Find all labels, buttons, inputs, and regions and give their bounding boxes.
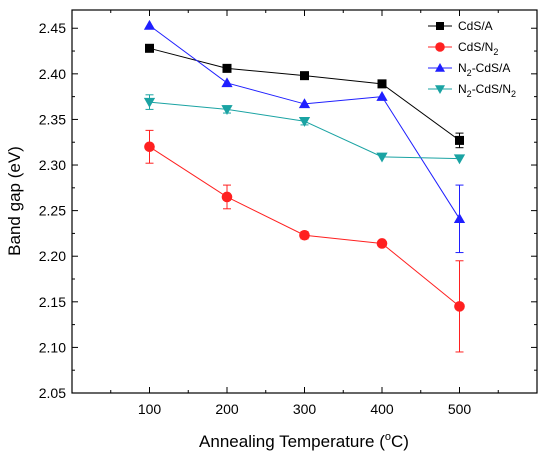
legend-label-part: -CdS/N	[472, 82, 511, 96]
x-tick-label: 100	[138, 401, 162, 417]
series-cds-n2	[144, 129, 465, 353]
series-n2-cds-a	[143, 19, 466, 254]
data-point	[376, 238, 388, 249]
legend-label-subscript: 2	[467, 89, 472, 99]
legend-marker	[435, 85, 445, 94]
series-cds-a	[145, 43, 464, 149]
data-point	[221, 191, 233, 203]
data-point	[298, 117, 311, 127]
data-point	[221, 77, 233, 88]
series-line	[149, 101, 460, 160]
legend-label-part: N	[458, 61, 467, 75]
data-point	[376, 91, 388, 101]
data-point	[299, 229, 310, 241]
data-point	[300, 71, 309, 81]
legend-item: N2-CdS/A	[428, 61, 510, 78]
data-point	[143, 97, 156, 108]
y-tick-label: 2.20	[39, 248, 66, 264]
legend-item: CdS/N2	[428, 40, 498, 57]
x-tick-label: 200	[215, 401, 239, 417]
data-point	[376, 152, 388, 163]
legend-marker	[435, 63, 445, 72]
legend-item: CdS/A	[428, 19, 493, 33]
y-axis: 2.05 2.10 2.15 2.20 2.25 2.30 2.35 2.40 2.45	[39, 20, 537, 401]
legend-label: CdS/N2	[458, 40, 498, 57]
data-point	[454, 301, 465, 312]
data-point	[453, 154, 466, 165]
x-axis-title-main: Annealing Temperature (	[199, 432, 385, 451]
legend-marker	[436, 22, 444, 30]
data-point	[455, 135, 464, 145]
y-tick-label: 2.15	[39, 294, 66, 310]
data-point	[143, 19, 156, 30]
legend-marker	[435, 42, 445, 52]
legend-label: CdS/A	[458, 19, 493, 33]
y-axis-title: Band gap (eV)	[5, 146, 24, 256]
data-point	[145, 43, 154, 53]
y-tick-label: 2.40	[39, 66, 66, 82]
y-tick-label: 2.45	[39, 20, 66, 36]
legend-label-subscript: 2	[511, 89, 516, 99]
y-tick-label: 2.25	[39, 203, 66, 219]
x-axis-title-degree: o	[385, 431, 391, 443]
data-point	[144, 141, 155, 153]
data-point	[377, 79, 387, 89]
legend-label-part: N	[458, 82, 467, 96]
series-n2-cds-n2	[143, 94, 466, 165]
legend-label-part: CdS/A	[458, 19, 493, 33]
data-point	[298, 98, 311, 109]
data-point	[222, 63, 232, 73]
legend-label-subscript: 2	[493, 47, 498, 57]
y-tick-label: 2.30	[39, 157, 66, 173]
x-axis-title: Annealing Temperature (oC)	[199, 431, 409, 451]
legend-label: N2-CdS/N2	[458, 82, 516, 99]
y-tick-label: 2.35	[39, 111, 66, 127]
x-tick-label: 300	[293, 401, 317, 417]
x-tick-label: 400	[370, 401, 394, 417]
data-point	[221, 105, 233, 116]
y-tick-label: 2.05	[39, 385, 66, 401]
legend-item: N2-CdS/N2	[428, 82, 516, 99]
y-tick-label: 2.10	[39, 339, 66, 355]
legend-label-part: CdS/N	[458, 40, 493, 54]
x-tick-label: 500	[448, 401, 472, 417]
series-layer	[143, 19, 466, 353]
x-axis: 100 200 300 400 500	[110, 10, 499, 417]
data-point	[453, 213, 466, 224]
x-axis-title-end: C)	[391, 432, 409, 451]
legend-label-part: -CdS/A	[472, 61, 511, 75]
legend-label-subscript: 2	[467, 68, 472, 78]
series-line	[149, 146, 460, 307]
legend-label: N2-CdS/A	[458, 61, 510, 78]
